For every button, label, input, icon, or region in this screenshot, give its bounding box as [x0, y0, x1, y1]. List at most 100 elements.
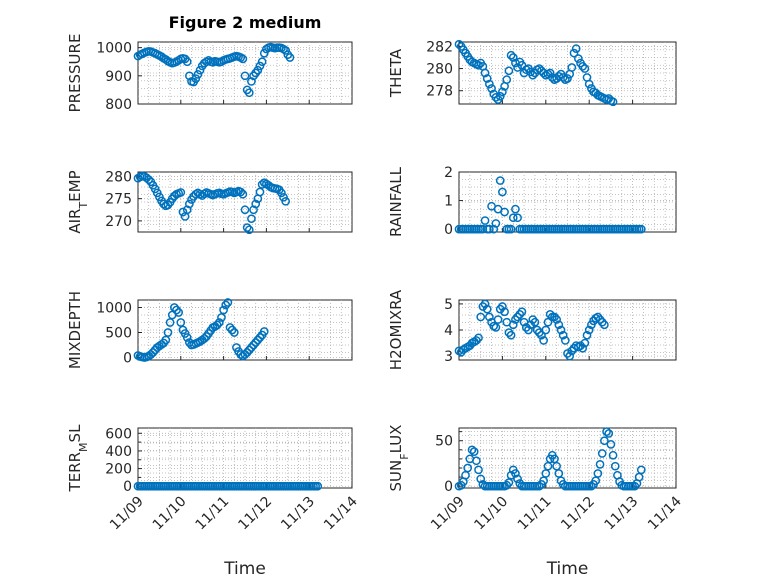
data-point [221, 300, 231, 310]
data-point [244, 88, 254, 98]
data-point [161, 335, 171, 345]
data-point [513, 474, 522, 484]
data-point [172, 305, 181, 315]
data-point [191, 74, 201, 83]
data-point [504, 66, 514, 76]
data-point [502, 75, 512, 84]
data-point [554, 71, 564, 81]
data-point [569, 48, 579, 58]
y-tick-label: 0 [444, 479, 453, 495]
data-point [476, 312, 486, 322]
data-point [563, 74, 572, 83]
data-point [610, 461, 620, 471]
data-point [558, 330, 568, 340]
data-point [474, 333, 483, 343]
data-point [508, 53, 518, 62]
data-point [253, 335, 263, 345]
x-tick-label: 11/10 [471, 494, 511, 534]
data-point [636, 224, 646, 234]
data-point [500, 207, 509, 217]
x-tick-label: 11/12 [558, 494, 598, 534]
data-point [567, 63, 577, 72]
data-point [511, 469, 520, 478]
data-point [582, 330, 592, 340]
y-tick-label: 200 [105, 462, 132, 478]
subplot-pressure: 800 900 1000 PRESSURE [66, 34, 353, 113]
data-point [469, 447, 479, 456]
data-point [217, 313, 226, 322]
y-axis-label: TERRMSL [66, 424, 90, 493]
data-point [170, 191, 179, 201]
data-point [174, 308, 184, 317]
data-point [144, 175, 154, 184]
data-point [463, 463, 473, 473]
data-point [491, 323, 501, 332]
y-tick-label: 900 [105, 69, 132, 85]
subplot-h2omixra: 3 4 5 H2OMIXRA [387, 289, 677, 370]
data-point [597, 449, 607, 458]
data-point [495, 176, 505, 185]
y-tick-label: 1000 [96, 301, 132, 317]
data-point [313, 481, 323, 491]
data-point [257, 57, 267, 67]
data-point [247, 343, 256, 352]
data-point [195, 65, 205, 75]
subplot-sun_flux: 0 50 11/09 11/10 11/11 11/12 11/13 11/14 SUNFLUX… [387, 425, 685, 579]
y-axis-label: MIXDEPTH [66, 291, 84, 369]
x-axis-label: Time [223, 559, 266, 579]
data-point [227, 325, 237, 335]
data-point [259, 48, 269, 58]
data-point [560, 336, 570, 345]
data-point [500, 307, 509, 317]
y-tick-label: 400 [105, 444, 132, 460]
data-point [513, 63, 522, 72]
data-point [595, 460, 605, 469]
y-axis-label: SUNFLUX [387, 425, 411, 492]
y-tick-label: 280 [426, 62, 453, 78]
data-point [578, 343, 588, 353]
data-point [476, 474, 486, 484]
data-point [554, 320, 564, 330]
data-point [474, 465, 483, 475]
data-point [558, 73, 568, 82]
data-point [534, 481, 544, 491]
data-point [193, 70, 203, 79]
x-tick-label: 11/12 [235, 494, 275, 534]
data-point [498, 302, 507, 311]
data-point [608, 450, 618, 460]
data-point [571, 44, 581, 53]
data-point [541, 325, 551, 335]
data-point [255, 187, 265, 197]
data-point [247, 214, 256, 224]
data-point [556, 325, 566, 335]
data-point [255, 61, 265, 71]
data-point [170, 303, 179, 312]
data-point [508, 320, 518, 330]
x-tick-label: 11/14 [321, 493, 361, 533]
data-point [182, 57, 192, 67]
data-point [236, 187, 246, 197]
data-point [636, 465, 646, 475]
subplot-mixdepth: 0 500 1000 MIXDEPTH [66, 291, 353, 369]
y-tick-label: 1000 [96, 41, 132, 57]
figure-title: Figure 2 medium [169, 13, 322, 32]
data-point [259, 327, 269, 336]
data-point [534, 64, 544, 73]
data-point [146, 350, 156, 359]
x-tick-label: 11/13 [602, 494, 642, 534]
data-point [225, 323, 235, 332]
y-tick-label: 0 [123, 479, 132, 495]
data-point [530, 317, 540, 327]
data-point [511, 204, 520, 214]
y-axis-label: PRESSURE [66, 34, 84, 113]
data-point [485, 224, 494, 234]
x-tick-label: 11/11 [193, 494, 233, 534]
data-point [526, 320, 535, 330]
data-point [543, 317, 553, 327]
data-point [240, 71, 250, 81]
data-point [580, 64, 590, 73]
data-point [238, 54, 248, 64]
data-point [487, 84, 496, 93]
data-point [524, 325, 533, 335]
x-tick-label: 11/11 [515, 494, 555, 534]
